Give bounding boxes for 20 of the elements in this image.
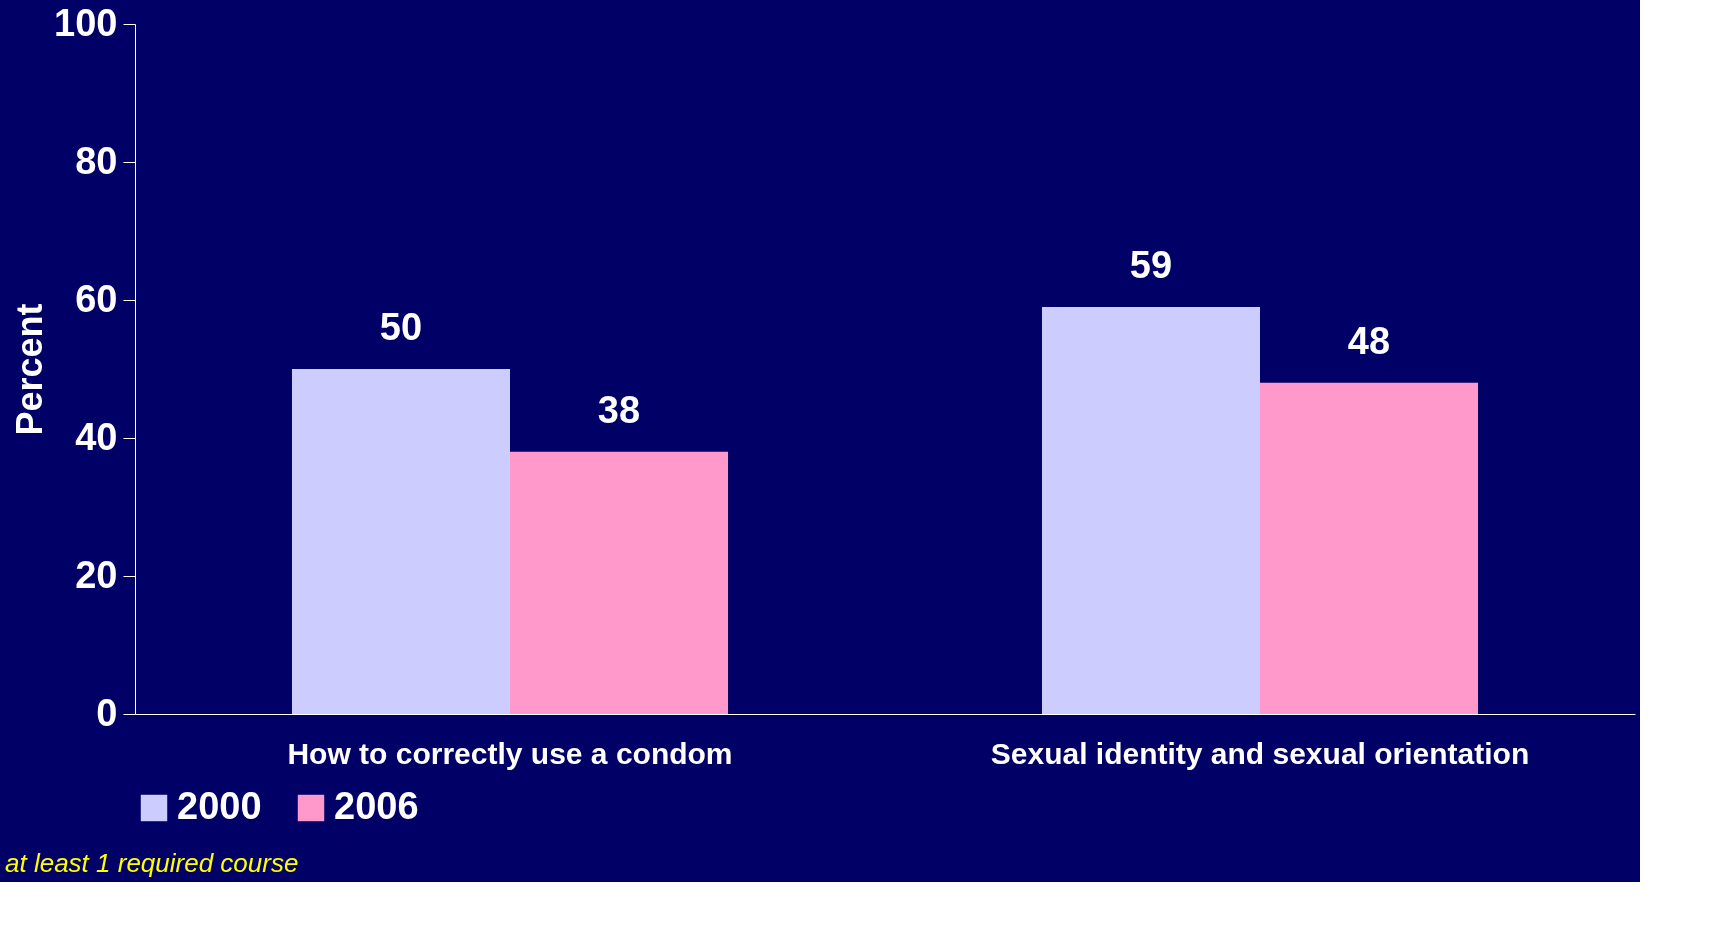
legend-label: 2006 [334, 785, 419, 827]
y-tick-label: 0 [96, 691, 118, 734]
text: at least 1 required course [5, 848, 299, 878]
data-label: 38 [597, 388, 641, 431]
y-tick-label: 100 [54, 1, 118, 44]
y-axis-title: Percent [9, 303, 51, 436]
y-tick-label: 40 [75, 415, 118, 458]
y-tick-label: 60 [75, 277, 118, 320]
data-label: 59 [1129, 243, 1173, 286]
y-tick-label: 20 [75, 553, 118, 596]
x-tick-label: Sexual identity and sexual orientation [990, 736, 1530, 770]
y-tick-label: 80 [75, 139, 118, 182]
bar [1041, 306, 1260, 714]
bar [510, 451, 729, 714]
bar [291, 369, 510, 714]
legend-label: 2000 [177, 785, 262, 827]
data-label: 50 [379, 306, 423, 348]
bar [1260, 382, 1479, 714]
data-label: 48 [1347, 319, 1391, 362]
x-tick-label: How to correctly use a condom [287, 736, 733, 770]
